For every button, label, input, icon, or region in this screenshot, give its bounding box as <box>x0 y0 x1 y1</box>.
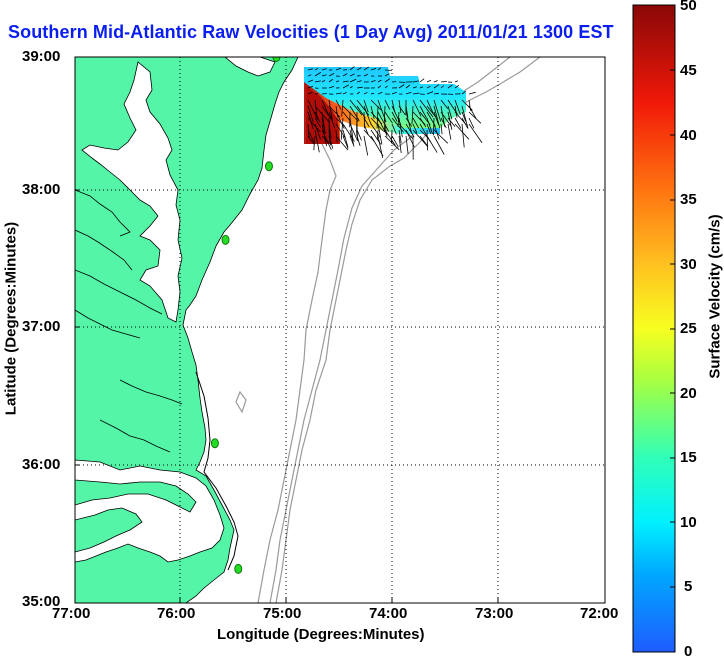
colorbar-tick-label: 40 <box>680 127 697 144</box>
y-tick-label: 39:00 <box>22 48 60 65</box>
colorbar <box>633 5 675 652</box>
y-tick-label: 35:00 <box>22 593 60 610</box>
colorbar-tick-label: 5 <box>684 578 692 595</box>
x-axis-label: Longitude (Degrees:Minutes) <box>217 626 425 643</box>
y-tick-label: 37:00 <box>22 318 60 335</box>
y-axis-label: Latitude (Degrees:Minutes) <box>3 214 20 424</box>
colorbar-tick-label: 10 <box>680 514 697 531</box>
colorbar-tick-label: 35 <box>680 191 697 208</box>
velocity-vector <box>448 94 453 95</box>
y-tick-label: 38:00 <box>22 181 60 198</box>
colorbar-tick-label: 15 <box>680 449 697 466</box>
colorbar-tick-label: 30 <box>680 256 697 273</box>
colorbar-tick-label: 45 <box>680 62 697 79</box>
colorbar-tick-label: 25 <box>680 320 697 337</box>
velocity-vector <box>399 82 405 83</box>
colorbar-label: Surface Velocity (cm/s) <box>707 207 724 387</box>
radar-station-marker <box>222 235 229 244</box>
x-tick-label: 75:00 <box>263 605 301 622</box>
x-tick-label: 74:00 <box>369 605 407 622</box>
x-tick-label: 76:00 <box>157 605 195 622</box>
x-tick-label: 72:00 <box>580 605 618 622</box>
radar-station-marker <box>211 439 218 448</box>
colorbar-tick-label: 20 <box>680 385 697 402</box>
radar-station-marker <box>235 564 242 573</box>
colorbar-tick-label: 0 <box>684 643 692 660</box>
y-tick-label: 36:00 <box>22 456 60 473</box>
velocity-vector <box>322 94 327 95</box>
x-tick-label: 73:00 <box>475 605 513 622</box>
colorbar-tick-label: 50 <box>680 0 697 14</box>
radar-station-marker <box>265 162 272 171</box>
velocity-vector <box>385 70 392 71</box>
